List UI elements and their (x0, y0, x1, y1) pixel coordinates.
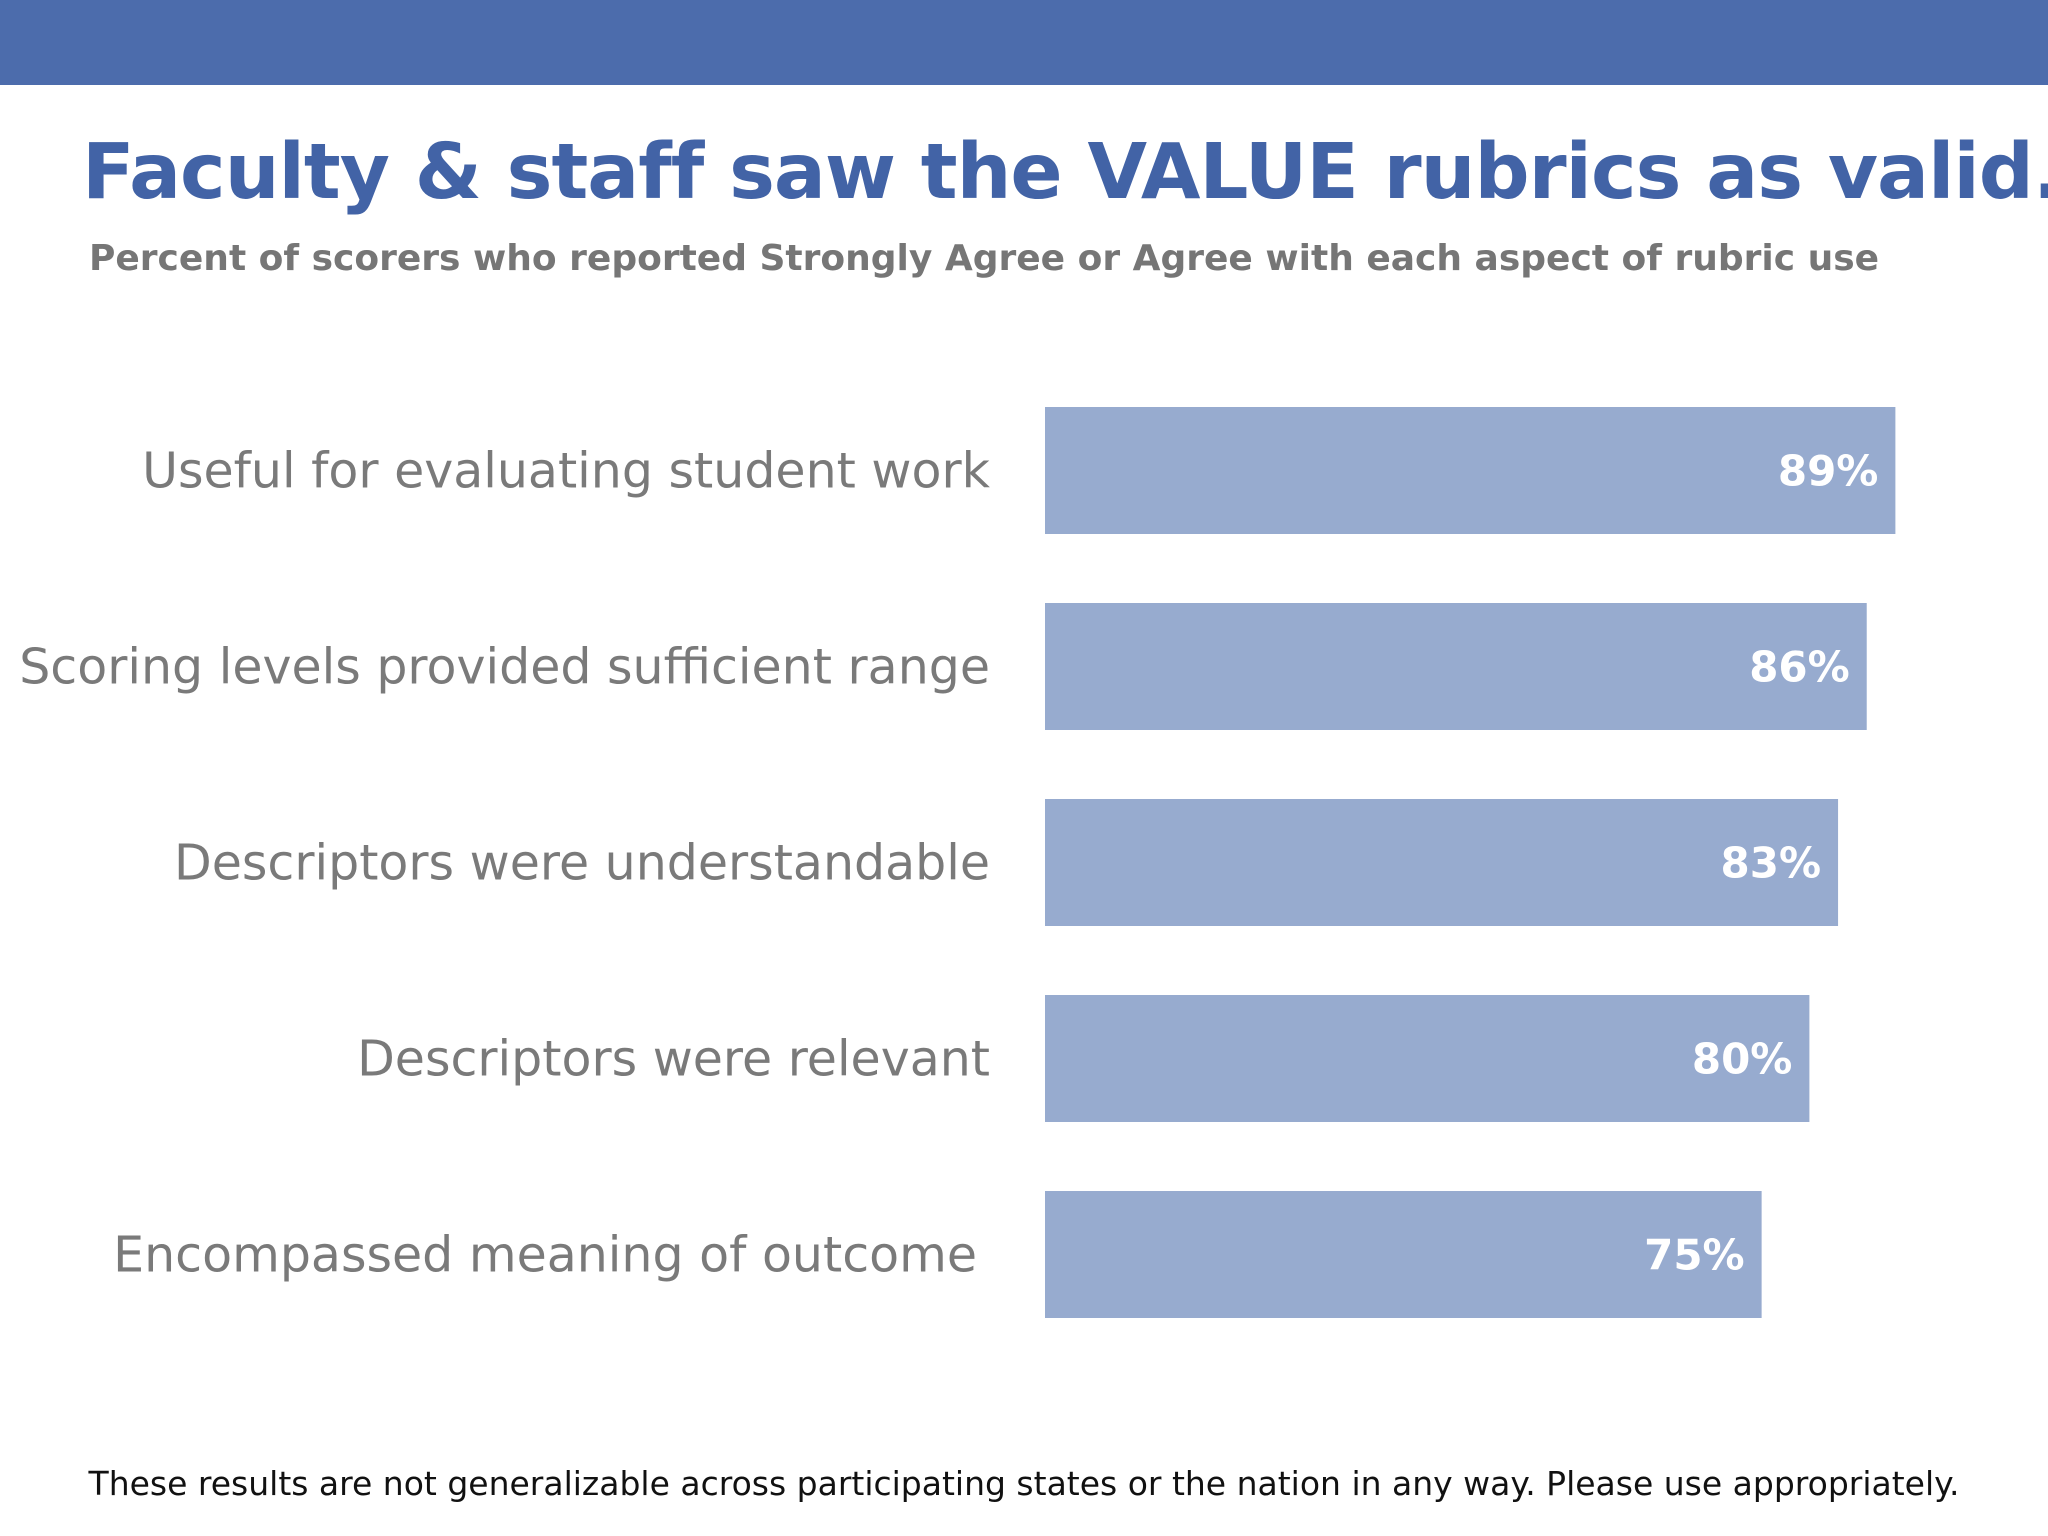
value-label-5: 75% (1644, 1231, 1745, 1280)
bar-chart: Useful for evaluating student work 89% Sco… (19, 407, 1896, 1318)
category-label-2: Scoring levels provided sufficient range (19, 639, 990, 696)
value-label-4: 80% (1692, 1035, 1793, 1084)
chart-title: Faculty & staff saw the VALUE rubrics as… (82, 128, 2048, 217)
bar-1 (1045, 407, 1896, 534)
bar-5 (1045, 1191, 1762, 1318)
chart-subtitle: Percent of scorers who reported Strongly… (89, 238, 1880, 279)
value-label-3: 83% (1721, 839, 1822, 888)
top-banner (0, 0, 2048, 85)
category-label-5: Encompassed meaning of outcome (113, 1227, 977, 1284)
bar-4 (1045, 995, 1810, 1122)
category-label-3: Descriptors were understandable (174, 835, 990, 892)
bar-2 (1045, 603, 1867, 730)
value-label-1: 89% (1778, 447, 1879, 496)
value-label-2: 86% (1749, 643, 1850, 692)
category-label-1: Useful for evaluating student work (142, 443, 991, 500)
category-label-4: Descriptors were relevant (357, 1031, 990, 1088)
bar-3 (1045, 799, 1839, 926)
footnote: These results are not generalizable acro… (88, 1464, 1960, 1503)
